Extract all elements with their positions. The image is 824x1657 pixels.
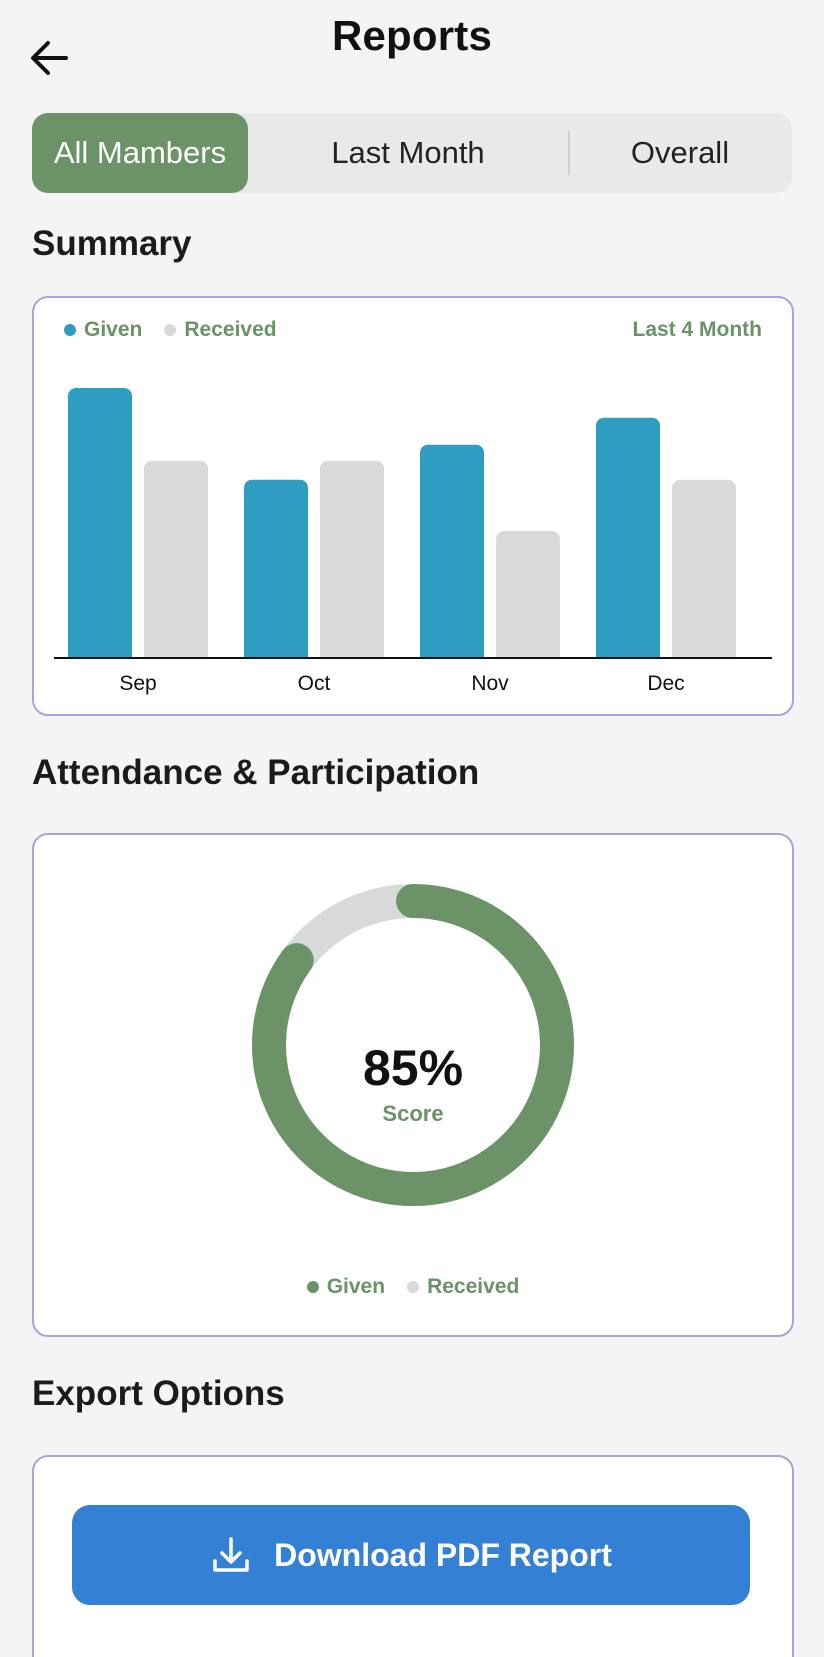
legend-given: Given (64, 318, 142, 342)
legend-given-label: Given (84, 318, 143, 341)
range-label[interactable]: Last 4 Month (632, 318, 763, 341)
x-tick-sep: Sep (119, 672, 156, 695)
bar-received-dec[interactable] (672, 479, 736, 664)
score-donut-chart (252, 884, 574, 1206)
tab-divider (568, 131, 570, 175)
x-tick-nov: Nov (471, 672, 509, 695)
arrow-left-icon (31, 41, 68, 75)
donut-legend-received-label: Received (427, 1275, 520, 1298)
received-dot (407, 1281, 420, 1293)
score-value: 85% (362, 1040, 464, 1096)
given-dot (64, 324, 76, 336)
x-tick-dec: Dec (647, 672, 684, 695)
download-pdf-button[interactable]: Download PDF Report (72, 1505, 750, 1605)
received-dot (164, 324, 177, 336)
attendance-title: Attendance & Participation (32, 753, 480, 792)
bar-received-sep[interactable] (144, 460, 208, 664)
summary-bar-chart: Sep Oct Nov Dec (54, 388, 774, 695)
x-tick-oct: Oct (298, 672, 331, 695)
score-donut: 85% Score (34, 875, 792, 1215)
given-dot (306, 1281, 319, 1293)
chart-legend: Given Received (64, 318, 299, 342)
bar-given-dec[interactable] (596, 417, 660, 664)
page-title: Reports (331, 12, 493, 59)
donut-legend-given: Given (306, 1275, 386, 1299)
baseline-mask (54, 659, 774, 667)
summary-card: Sep Oct Nov Dec Given Received Last 4 Month (32, 296, 794, 716)
export-title: Export Options (32, 1374, 285, 1413)
bar-received-nov[interactable] (496, 531, 560, 664)
donut-legend: Given Received (34, 1275, 792, 1299)
legend-received-label: Received (184, 318, 277, 341)
donut-legend-received: Received (407, 1275, 519, 1299)
attendance-card: 85% Score Given Received (32, 833, 794, 1337)
score-label: Score (382, 1101, 444, 1126)
legend-received: Received (164, 318, 277, 342)
bar-given-nov[interactable] (420, 444, 484, 664)
bar-given-sep[interactable] (68, 388, 132, 664)
summary-title: Summary (32, 224, 192, 263)
export-card: Download PDF Report (32, 1455, 794, 1657)
donut-center: 85% Score (34, 1043, 792, 1127)
tab-last-month[interactable]: Last Month (331, 135, 485, 170)
filter-tabs: All Mambers Last Month Overall (32, 113, 792, 193)
bar-given-oct[interactable] (244, 479, 308, 664)
donut-legend-given-label: Given (326, 1275, 386, 1298)
tab-all-members[interactable]: All Mambers (32, 113, 248, 193)
back-button[interactable] (26, 34, 74, 82)
tab-overall[interactable]: Overall (630, 135, 730, 170)
download-pdf-label: Download PDF Report (274, 1536, 612, 1573)
bar-received-oct[interactable] (320, 460, 384, 664)
donut-progress-arc (252, 884, 574, 1206)
download-icon (213, 1537, 249, 1572)
